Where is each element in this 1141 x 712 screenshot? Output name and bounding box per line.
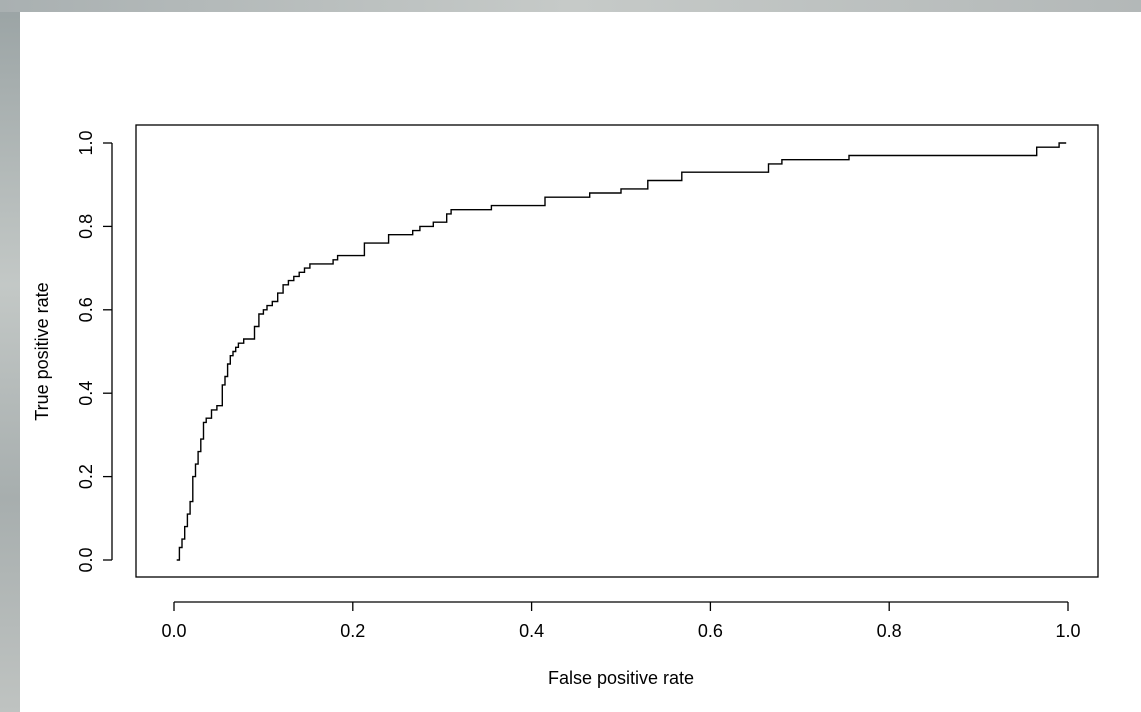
background-left-strip (0, 0, 20, 712)
y-tick-label: 0.0 (76, 547, 96, 572)
x-tick-label: 0.2 (340, 621, 365, 641)
y-axis-title: True positive rate (32, 282, 52, 420)
y-tick-label: 1.0 (76, 130, 96, 155)
x-axis-title: False positive rate (548, 668, 694, 688)
roc-curve-line (176, 142, 1067, 561)
y-tick-label: 0.4 (76, 381, 96, 406)
x-tick-label: 0.4 (519, 621, 544, 641)
x-tick-label: 0.6 (698, 621, 723, 641)
x-axis-ticks: 0.0 0.2 0.4 0.6 0.8 1.0 (161, 602, 1081, 641)
plot-window: 0.0 0.2 0.4 0.6 0.8 1.0 0.0 0.2 0.4 0.6 0.8 1.0 Fa… (20, 12, 1141, 712)
x-tick-label: 1.0 (1055, 621, 1080, 641)
x-tick-label: 0.8 (877, 621, 902, 641)
x-tick-label: 0.0 (161, 621, 186, 641)
background-top-strip (0, 0, 1141, 12)
y-tick-label: 0.8 (76, 214, 96, 239)
y-axis-ticks: 0.0 0.2 0.4 0.6 0.8 1.0 (76, 130, 112, 573)
roc-chart: 0.0 0.2 0.4 0.6 0.8 1.0 0.0 0.2 0.4 0.6 0.8 1.0 Fa… (32, 124, 1099, 688)
y-tick-label: 0.6 (76, 297, 96, 322)
plot-frame (135, 124, 1099, 578)
y-tick-label: 0.2 (76, 464, 96, 489)
